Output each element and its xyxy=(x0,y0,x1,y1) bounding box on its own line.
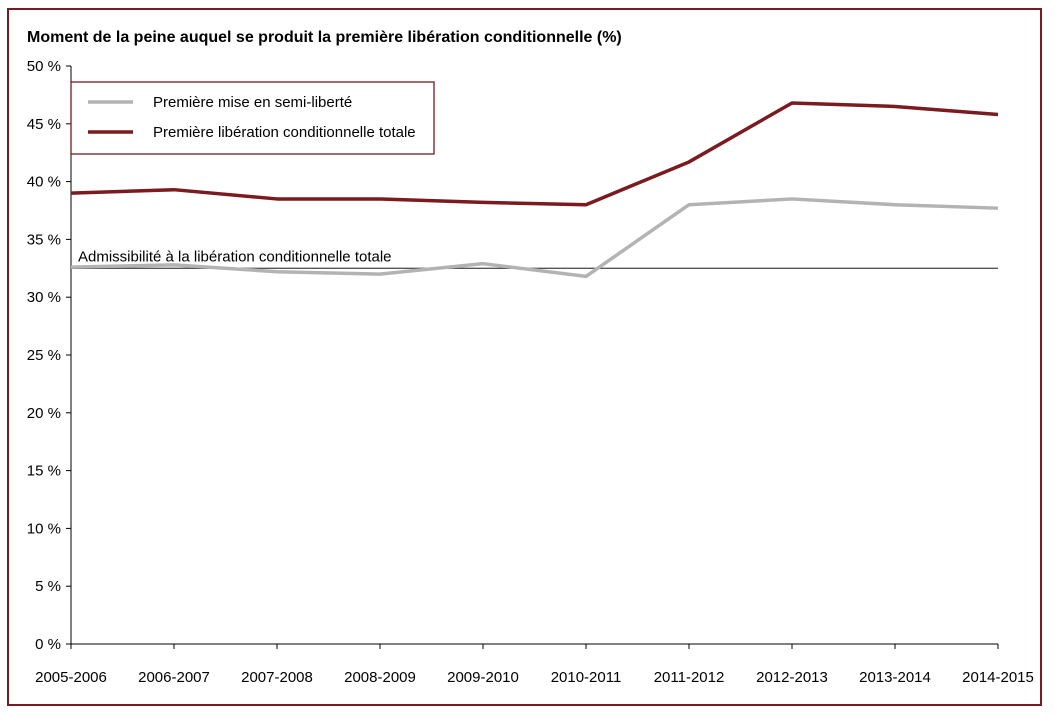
y-tick-label: 50 % xyxy=(27,58,61,75)
x-tick-label: 2006-2007 xyxy=(138,669,210,686)
y-tick-label: 15 % xyxy=(27,463,61,480)
series-line-0 xyxy=(70,197,999,279)
x-tick-label: 2012-2013 xyxy=(756,669,828,686)
y-tick-label: 30 % xyxy=(27,289,61,306)
axes xyxy=(66,65,999,649)
y-tick-label: 35 % xyxy=(27,231,61,248)
x-tick-labels: 2005-2006 2006-2007 2007-2008 2008-2009 2009… xyxy=(35,669,1034,686)
series-lines xyxy=(70,101,999,279)
x-tick-label: 2008-2009 xyxy=(344,669,416,686)
x-tick-label: 2009-2010 xyxy=(447,669,519,686)
y-tick-label: 0 % xyxy=(35,636,61,653)
x-tick-label: 2010-2011 xyxy=(551,669,622,686)
y-tick-label: 25 % xyxy=(27,347,61,364)
y-tick-label: 40 % xyxy=(27,174,61,191)
y-tick-label: 10 % xyxy=(27,520,61,537)
legend-label-1: Première libération conditionnelle total… xyxy=(153,124,416,141)
x-tick-label: 2013-2014 xyxy=(859,669,931,686)
reference-line-group: Admissibilité à la libération conditionn… xyxy=(71,248,998,269)
reference-line-label: Admissibilité à la libération conditionn… xyxy=(78,248,392,265)
chart-frame xyxy=(7,8,1042,706)
x-tick-label: 2011-2012 xyxy=(654,669,725,686)
x-tick-label: 2007-2008 xyxy=(241,669,313,686)
y-tick-labels: 0 % 5 % 10 % 15 % 20 % 25 % 30 % 35 % 40 % 45 % 50… xyxy=(27,58,61,653)
x-tick-label: 2005-2006 xyxy=(35,669,107,686)
chart-title: Moment de la peine auquel se produit la … xyxy=(27,29,622,46)
legend-box xyxy=(70,81,435,155)
y-tick-label: 5 % xyxy=(35,578,61,595)
legend: Première mise en semi-liberté Première li… xyxy=(70,81,435,155)
series-line-1 xyxy=(70,101,999,207)
x-tick-label: 2014-2015 xyxy=(962,669,1034,686)
y-tick-label: 20 % xyxy=(27,405,61,422)
y-tick-label: 45 % xyxy=(27,116,61,133)
legend-label-0: Première mise en semi-liberté xyxy=(153,94,352,111)
